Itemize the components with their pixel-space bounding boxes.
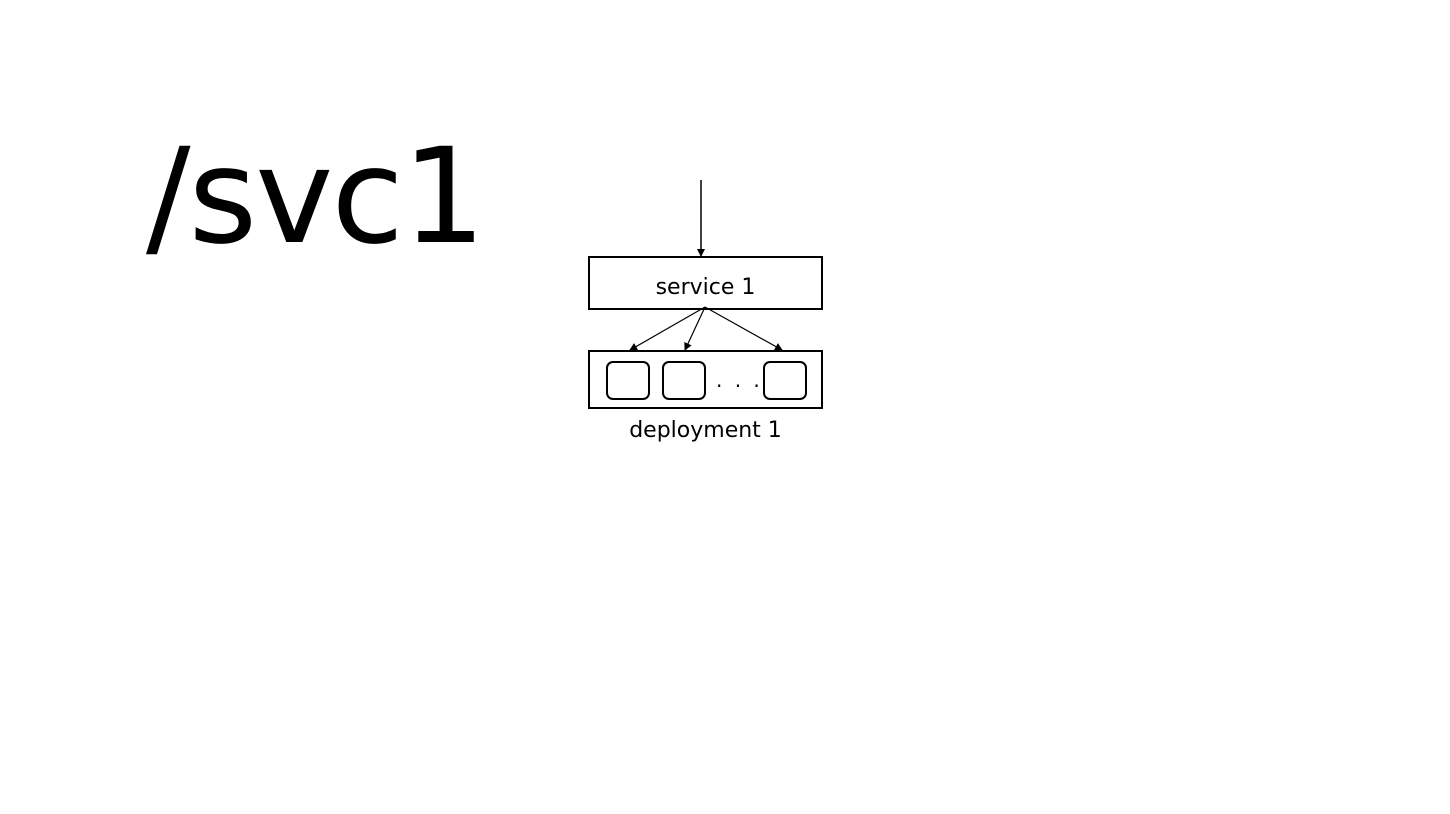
pod-n [763, 361, 807, 400]
service-to-pod-1-arrow [629, 306, 706, 351]
pod-ellipsis: . . . [716, 368, 763, 392]
service-box: service 1 [588, 256, 823, 310]
service-to-pod-2-arrow [684, 306, 706, 351]
path-title: /svc1 [146, 120, 486, 274]
deployment-label: deployment 1 [629, 418, 782, 443]
service-label: service 1 [655, 274, 756, 300]
pod-1 [606, 361, 650, 400]
service-to-pod-n-arrow [704, 306, 783, 351]
pod-2 [662, 361, 706, 400]
deployment-box: . . . [588, 350, 823, 409]
